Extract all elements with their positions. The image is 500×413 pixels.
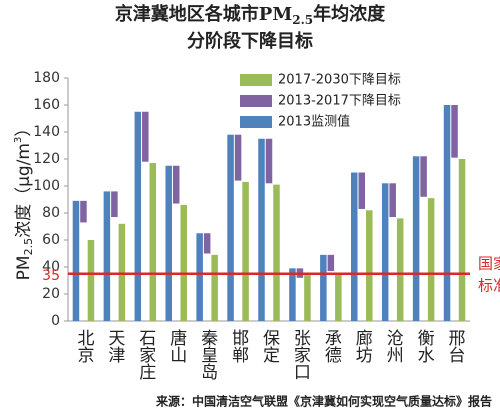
bar	[242, 181, 249, 321]
title-part: 京津冀地区各城市PM	[115, 3, 293, 25]
bar-segment	[172, 165, 180, 204]
standard-value: 35	[42, 268, 60, 284]
y-label-part: 浓度（μg/m	[14, 143, 34, 238]
x-tick-label: 邢台	[445, 329, 466, 363]
bar	[366, 210, 373, 321]
x-tick-label: 唐山	[166, 328, 187, 363]
bar	[412, 156, 420, 321]
x-tick-label: 廊坊	[352, 329, 373, 363]
y-label-part: 3	[13, 137, 24, 143]
bar	[320, 254, 327, 321]
bar-segment	[111, 191, 118, 218]
x-tick-label: 衡水	[414, 329, 435, 363]
y-axis-label: PM2.5浓度（μg/m3）	[13, 120, 35, 281]
bar	[427, 198, 435, 321]
bar	[118, 223, 126, 321]
bar	[87, 240, 95, 321]
legend-swatch	[240, 74, 272, 86]
bar-segment	[451, 105, 458, 158]
legend-label: 2013监测值	[278, 114, 350, 130]
bar	[165, 165, 172, 321]
y-tick-label: 20	[42, 286, 60, 302]
y-label-part: ）	[14, 120, 34, 137]
y-tick-label: 0	[51, 313, 60, 329]
x-tick-label: 天津	[104, 329, 125, 363]
x-tick-label: 保定	[259, 329, 280, 363]
y-label-part: 2.5	[22, 238, 35, 256]
title-part: 2.5	[292, 13, 313, 27]
bar	[72, 200, 80, 321]
bar-segment	[80, 200, 87, 223]
source-note: 来源：中国清洁空气联盟《京津冀如何实现空气质量达标》报告	[155, 394, 492, 409]
bar	[289, 268, 296, 321]
bar-segment	[265, 138, 273, 184]
bar	[103, 191, 111, 321]
standard-label: 国家	[478, 254, 500, 272]
x-tick-label: 邯郸	[228, 329, 249, 363]
x-tick-label: 北京	[73, 329, 94, 364]
bar-segment	[234, 134, 242, 181]
title-part: 年均浓度	[313, 3, 386, 25]
y-tick-label: 60	[42, 232, 60, 248]
legend-swatch	[240, 116, 272, 128]
bar	[381, 183, 389, 321]
bar-segment	[389, 183, 396, 218]
bar	[211, 254, 218, 321]
bar	[396, 218, 404, 321]
legend-label: 2013-2017下降目标	[278, 94, 401, 109]
y-tick-label: 40	[42, 259, 60, 275]
y-tick-label: 180	[33, 70, 60, 86]
bar-segment	[327, 254, 335, 272]
bar	[134, 111, 142, 321]
bar-segment	[142, 111, 149, 162]
bar-segment	[420, 156, 427, 197]
bar	[458, 159, 466, 321]
y-label-part: PM	[14, 255, 34, 280]
bar	[335, 273, 342, 321]
standard-label: 标准	[478, 276, 500, 294]
bar	[149, 163, 157, 321]
bar-segment	[203, 233, 211, 254]
bar	[304, 275, 311, 321]
x-tick-label: 秦皇岛	[197, 329, 218, 381]
y-tick-label: 120	[33, 151, 60, 167]
y-tick-label: 160	[33, 97, 60, 113]
legend-swatch	[240, 95, 272, 107]
bar	[258, 138, 265, 321]
x-tick-label: 张家口	[290, 329, 310, 380]
bar	[227, 134, 234, 321]
bar-segment	[358, 172, 366, 209]
y-tick-label: 100	[33, 178, 60, 194]
bar	[180, 204, 187, 321]
legend-label: 2017-2030下降目标	[278, 73, 401, 88]
y-tick-label: 80	[42, 205, 60, 221]
chart-title: 京津冀地区各城市PM2.5年均浓度	[115, 3, 386, 27]
x-tick-label: 沧州	[383, 329, 404, 363]
chart-subtitle: 分阶段下降目标	[187, 30, 313, 52]
x-tick-label: 石家庄	[135, 329, 156, 380]
bar	[196, 233, 203, 321]
x-tick-label: 承德	[321, 329, 342, 363]
bar	[351, 172, 358, 321]
y-tick-label: 140	[33, 124, 60, 140]
bar	[443, 105, 451, 321]
bar	[273, 184, 280, 321]
